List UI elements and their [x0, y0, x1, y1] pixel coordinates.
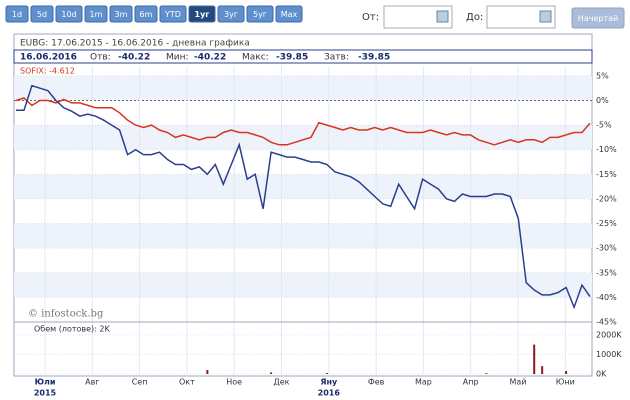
y-tick-label: 5% — [596, 71, 609, 80]
info-label: Затв: — [324, 53, 349, 63]
info-value: -39.85 — [276, 53, 308, 63]
info-value: -40.22 — [194, 53, 226, 63]
info-date: 16.06.2016 — [20, 53, 77, 63]
y-tick-label: -45% — [596, 318, 617, 327]
x-tick-label: Дек — [273, 378, 289, 387]
y-tick-label: -25% — [596, 219, 617, 228]
info-value: -39.85 — [358, 53, 390, 63]
volume-bar — [533, 344, 536, 374]
volume-bar — [541, 366, 544, 374]
period-label: 1d — [12, 10, 22, 19]
volume-bar — [325, 373, 328, 374]
band — [14, 223, 592, 249]
y-tick-label: -35% — [596, 268, 617, 277]
year-label: 2015 — [34, 389, 57, 398]
band — [14, 272, 592, 298]
price-line — [15, 97, 591, 146]
period-button[interactable] — [134, 5, 158, 23]
x-tick-label: Авг — [85, 378, 99, 387]
calendar-icon — [539, 10, 552, 23]
period-label: 1уг — [195, 10, 210, 19]
period-label: 3m — [115, 10, 128, 19]
chart-title: EUBG: 17.06.2015 - 16.06.2016 - дневна г… — [20, 39, 250, 49]
x-tick-label: Сеп — [132, 378, 148, 387]
watermark: © infostock.bg — [28, 309, 104, 320]
info-label: Отв: — [90, 53, 111, 63]
y-tick-label: -15% — [596, 170, 617, 179]
year-label: 2016 — [318, 389, 341, 398]
period-button[interactable] — [246, 5, 274, 23]
period-button[interactable] — [30, 5, 54, 23]
y-tick-label: -20% — [596, 194, 617, 203]
band — [14, 174, 592, 199]
price-line — [16, 84, 591, 310]
period-button[interactable] — [5, 5, 29, 23]
period-button[interactable] — [84, 5, 108, 23]
volume-title: Обем (лотове): 2K — [34, 325, 111, 334]
to-label: До: — [466, 12, 483, 23]
x-tick-label: Юли — [35, 378, 56, 387]
x-tick-label: Яну — [320, 378, 338, 387]
period-label: 1m — [90, 10, 103, 19]
period-label: 10d — [61, 10, 76, 19]
y-tick-label: -5% — [596, 121, 612, 130]
y-tick-label: -10% — [596, 145, 617, 154]
draw-button-label: Начертай — [578, 14, 618, 23]
y-tick-label: 2000K — [596, 330, 622, 339]
period-button[interactable] — [55, 5, 83, 23]
x-tick-label: Мар — [415, 378, 432, 387]
y-tick-label: -30% — [596, 244, 617, 253]
y-tick-label: 1000K — [596, 350, 622, 359]
from-label: От: — [362, 12, 379, 23]
period-label: Max — [281, 10, 298, 19]
y-tick-label: 0% — [596, 96, 609, 105]
band — [14, 75, 592, 101]
volume-bar — [270, 372, 273, 374]
period-button[interactable] — [188, 5, 216, 23]
band — [14, 125, 592, 150]
y-tick-label: 0K — [596, 370, 607, 379]
volume-bar — [485, 373, 488, 374]
x-tick-label: Ное — [226, 378, 242, 387]
info-label: Макс: — [242, 53, 269, 63]
x-tick-label: Юни — [556, 378, 575, 387]
draw-button[interactable] — [571, 7, 625, 29]
info-value: -40.22 — [118, 53, 150, 63]
from-input[interactable] — [383, 5, 453, 29]
x-tick-label: Окт — [179, 378, 195, 387]
calendar-icon — [436, 10, 449, 23]
period-button[interactable] — [275, 5, 303, 23]
x-tick-label: Фев — [368, 378, 385, 387]
x-tick-label: Май — [509, 378, 526, 387]
y-tick-label: -40% — [596, 293, 617, 302]
period-button[interactable] — [109, 5, 133, 23]
period-label: 3уг — [224, 10, 238, 19]
period-label: 5уг — [253, 10, 267, 19]
period-label: 5d — [37, 10, 47, 19]
period-label: YTD — [164, 10, 181, 19]
period-button[interactable] — [217, 5, 245, 23]
legend-label: SOFIX: -4.612 — [20, 67, 75, 76]
volume-bar — [565, 371, 568, 374]
x-tick-label: Апр — [463, 378, 479, 387]
volume-bar — [206, 370, 209, 374]
period-button[interactable] — [159, 5, 187, 23]
to-input[interactable] — [486, 5, 556, 29]
info-label: Мин: — [166, 53, 189, 63]
period-label: 6m — [140, 10, 153, 19]
info-box — [13, 49, 593, 64]
